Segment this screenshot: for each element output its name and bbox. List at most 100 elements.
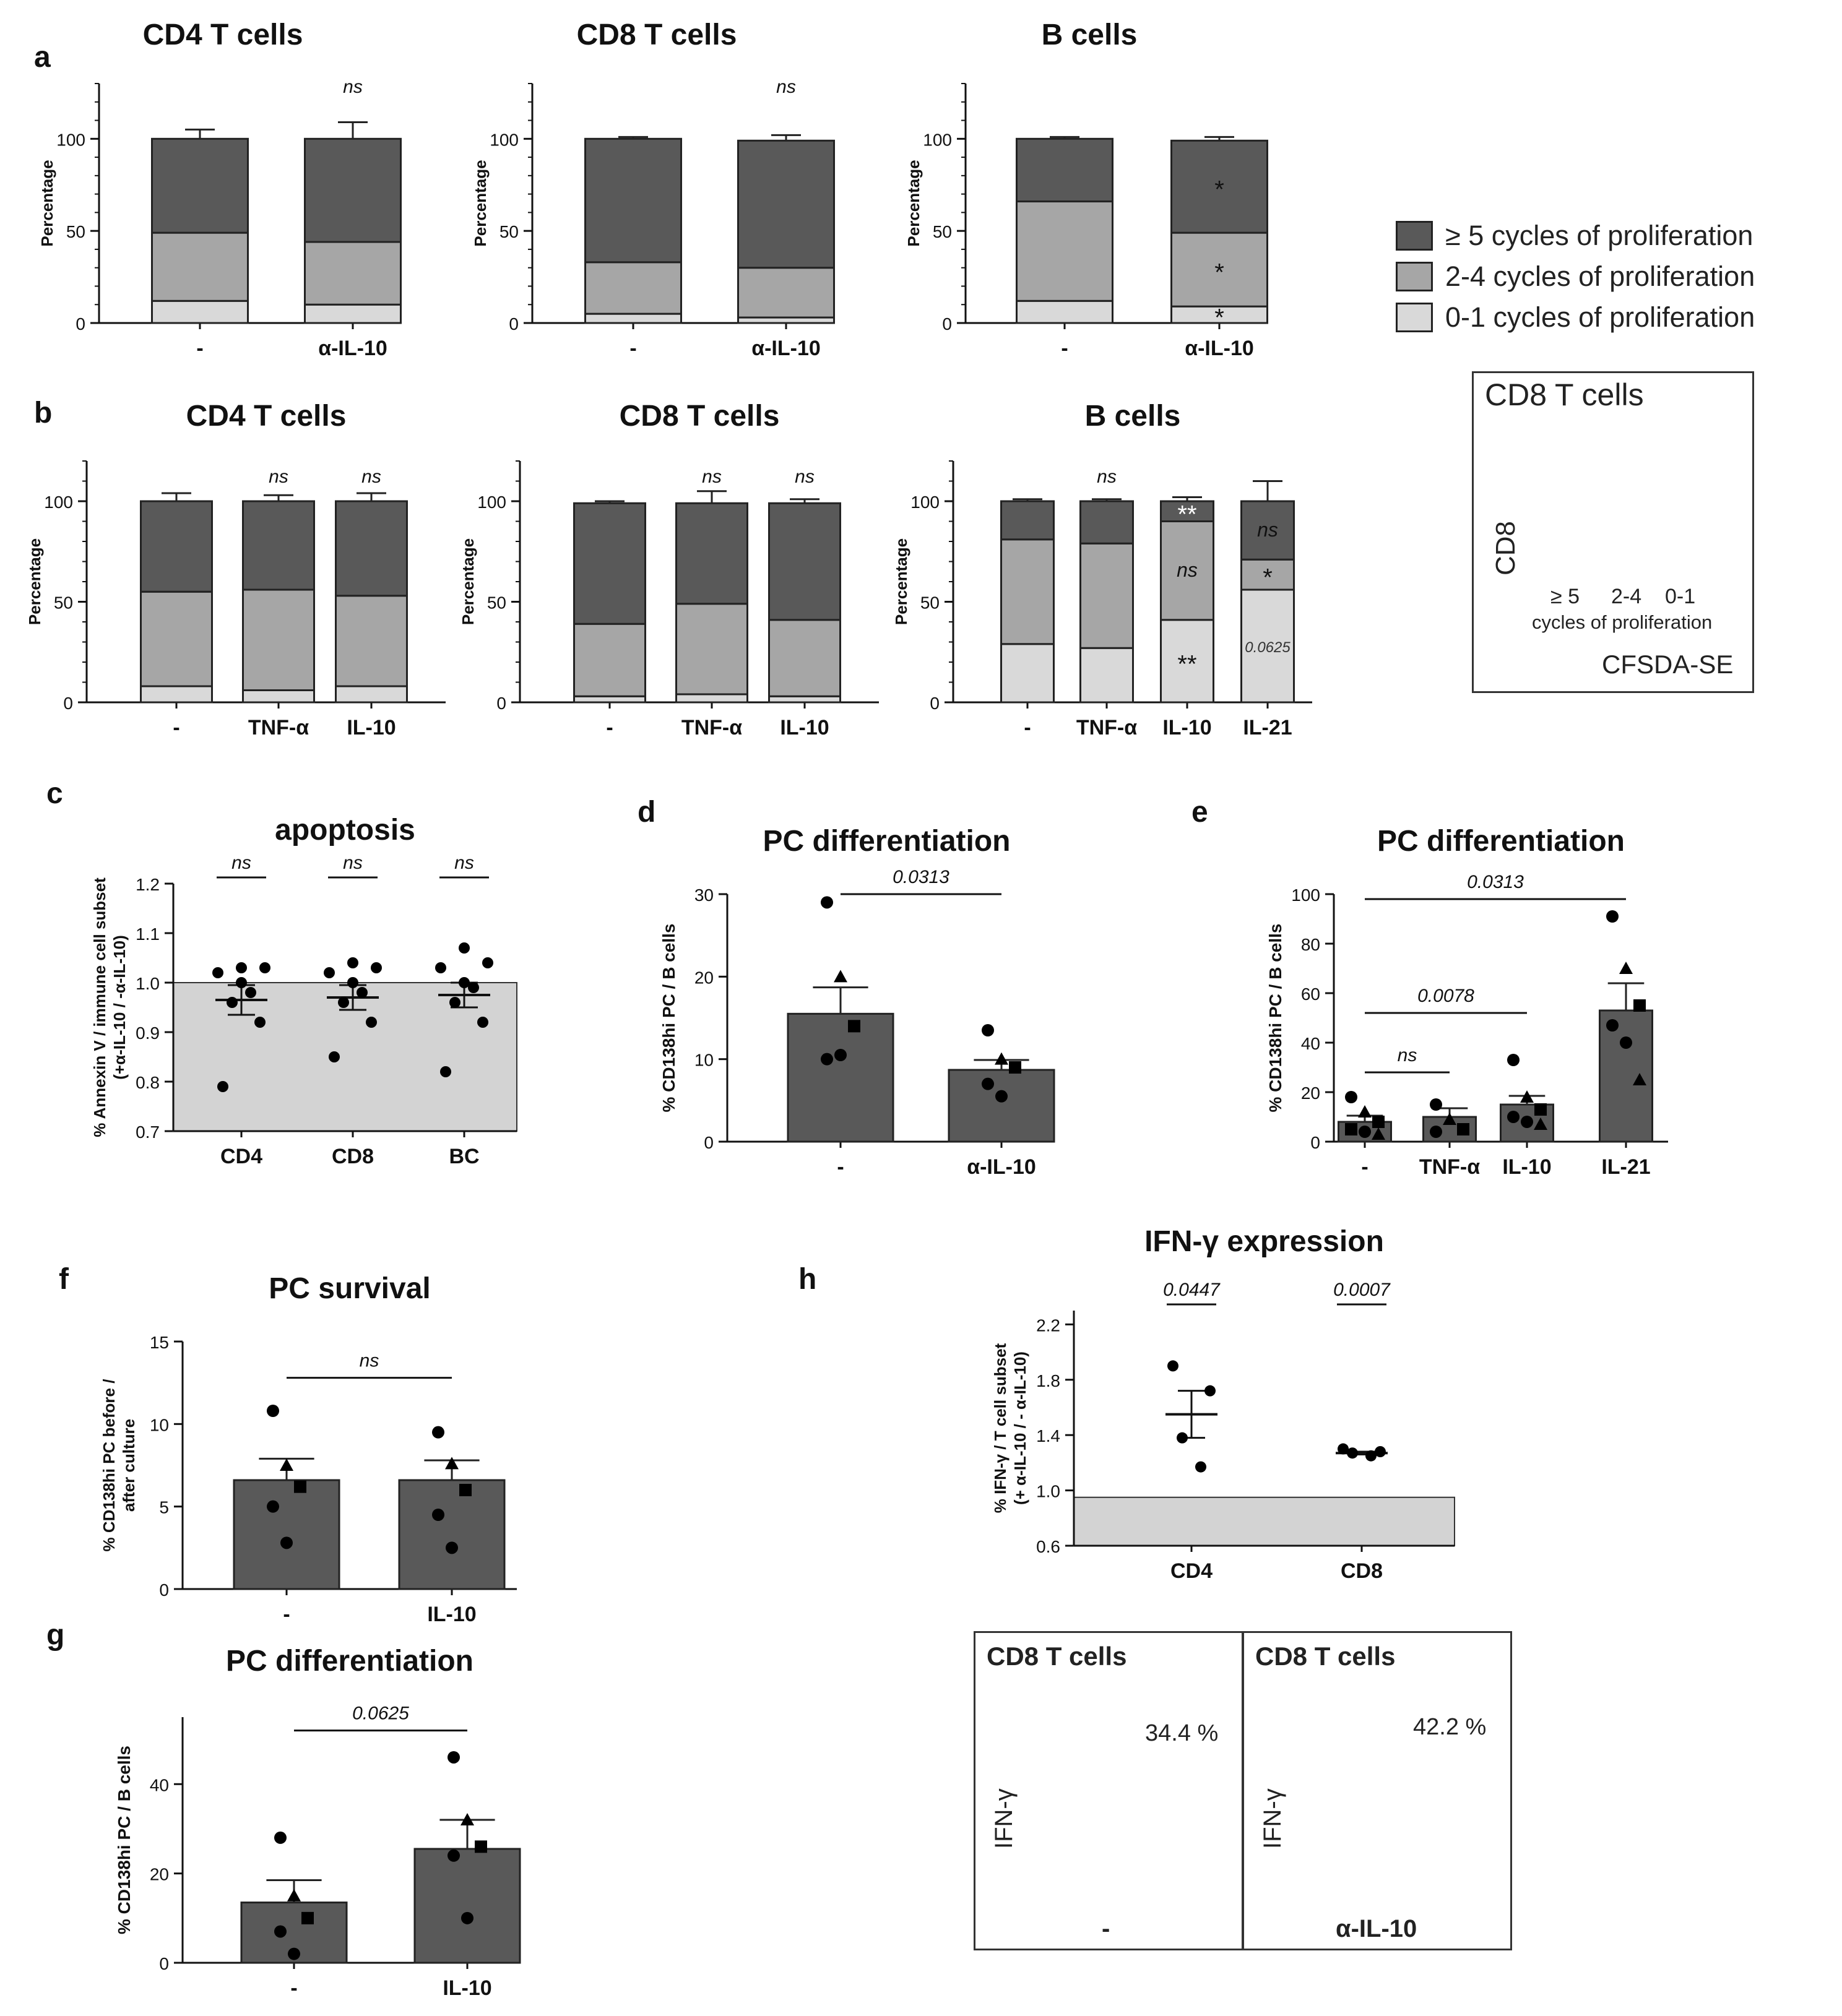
data-point bbox=[267, 1405, 279, 1417]
chart-b1: 0 50 100 CD4 T cells Percentage - TNF-α IL-10 ns… bbox=[25, 400, 446, 739]
y-axis-label: % IFN-γ / T cell subset bbox=[991, 1343, 1010, 1513]
data-point bbox=[1430, 1098, 1442, 1111]
flow-plot-title: CD8 T cells bbox=[1485, 377, 1644, 412]
data-point bbox=[1620, 1036, 1632, 1049]
data-point bbox=[280, 1536, 293, 1549]
x-tick-label: IL-21 bbox=[1601, 1155, 1650, 1179]
y-tick-label: 100 bbox=[910, 493, 940, 512]
gate-label-0to1: 0-1 bbox=[1665, 585, 1696, 608]
legend-label: 0-1 cycles of proliferation bbox=[1445, 301, 1755, 333]
bar-segment bbox=[1016, 200, 1113, 302]
y-tick-label: 40 bbox=[150, 1775, 169, 1794]
data-point bbox=[446, 1541, 458, 1554]
y-tick-label: 20 bbox=[1301, 1083, 1320, 1103]
significance-label: 0.0313 bbox=[893, 867, 949, 887]
y-tick-label: 20 bbox=[694, 968, 714, 987]
data-point bbox=[459, 942, 470, 954]
y-axis-label: Percentage bbox=[904, 160, 923, 246]
x-tick-label: TNF-α bbox=[1419, 1155, 1480, 1179]
data-point bbox=[449, 997, 460, 1008]
bar-segment bbox=[1016, 299, 1113, 324]
panel-letter-b: b bbox=[34, 397, 53, 429]
y-tick-label: 0.8 bbox=[136, 1073, 160, 1092]
data-point bbox=[995, 1090, 1008, 1103]
gate-caption: cycles of proliferation bbox=[1532, 611, 1713, 633]
flow-plot-title: CD8 T cells bbox=[1255, 1642, 1396, 1671]
significance-label: ns bbox=[343, 853, 363, 873]
flow-y-axis-label: IFN-γ bbox=[1259, 1788, 1286, 1849]
y-tick-label: 1.2 bbox=[136, 875, 160, 894]
data-point bbox=[445, 1457, 459, 1470]
significance-label: 0.0007 bbox=[1333, 1280, 1391, 1300]
bar-segment bbox=[1079, 542, 1134, 649]
data-point bbox=[432, 1426, 444, 1439]
data-point bbox=[287, 1889, 301, 1902]
x-tick-label: α-IL-10 bbox=[318, 337, 387, 360]
chart-title: IFN-γ expression bbox=[1144, 1225, 1384, 1258]
bar-segment bbox=[1170, 139, 1268, 234]
bar-segment bbox=[140, 500, 213, 593]
x-tick-label: IL-10 bbox=[427, 1603, 476, 1626]
reference-shade bbox=[1073, 1496, 1455, 1546]
data-point bbox=[267, 1500, 279, 1513]
bar bbox=[233, 1479, 340, 1590]
y-axis-label: % CD138hi PC before / bbox=[100, 1379, 118, 1552]
x-tick-label: - bbox=[629, 337, 636, 360]
significance-label: ns bbox=[1398, 1045, 1417, 1066]
data-point bbox=[1457, 1123, 1469, 1135]
data-point bbox=[1534, 1103, 1547, 1116]
y-tick-label: 50 bbox=[66, 222, 85, 241]
y-tick-label: 50 bbox=[487, 593, 506, 613]
bar-segment bbox=[1000, 538, 1055, 645]
significance-label: ns bbox=[1097, 467, 1117, 487]
data-point bbox=[347, 977, 358, 988]
data-point bbox=[435, 962, 446, 973]
y-tick-label: 0 bbox=[76, 314, 85, 334]
data-point bbox=[227, 997, 238, 1008]
gate-percent: 42.2 % bbox=[1413, 1714, 1487, 1740]
significance-label: 0.0078 bbox=[1417, 986, 1474, 1006]
y-tick-label: 1.4 bbox=[1036, 1426, 1060, 1445]
data-point bbox=[1507, 1111, 1520, 1123]
legend-item: 0-1 cycles of proliferation bbox=[1396, 297, 1755, 338]
panel-letter-a: a bbox=[34, 41, 51, 74]
data-point bbox=[1345, 1091, 1357, 1103]
data-point bbox=[212, 967, 223, 978]
chart-c: 0.7 0.8 0.9 1.0 1.1 1.2 apoptosis % Annexin V /… bbox=[90, 814, 517, 1168]
bar bbox=[787, 1012, 894, 1143]
y-tick-label: 100 bbox=[477, 493, 506, 512]
x-tick-label: BC bbox=[449, 1145, 479, 1168]
x-tick-label: IL-21 bbox=[1243, 716, 1292, 739]
data-point bbox=[254, 1017, 266, 1028]
y-tick-label: 0.7 bbox=[136, 1122, 160, 1142]
bar-segment bbox=[675, 693, 748, 704]
y-axis-label: Percentage bbox=[25, 538, 44, 625]
bar-segment bbox=[242, 588, 315, 691]
x-tick-label: α-IL-10 bbox=[967, 1155, 1036, 1179]
segment-mark: 0.0625 bbox=[1245, 639, 1291, 656]
gate-percent: 34.4 % bbox=[1145, 1720, 1219, 1746]
bar-segment bbox=[737, 139, 835, 269]
chart-h: 0.6 1.0 1.4 1.8 2.2 IFN-γ expression % IFN-γ /… bbox=[991, 1225, 1455, 1583]
data-point bbox=[245, 987, 256, 998]
data-point bbox=[217, 1081, 228, 1092]
data-point bbox=[1338, 1443, 1349, 1455]
y-tick-label: 5 bbox=[159, 1498, 169, 1517]
x-tick-label: IL-10 bbox=[347, 716, 396, 739]
legend-swatch-light bbox=[1396, 303, 1433, 332]
data-point bbox=[1633, 999, 1646, 1012]
flow-plot-ifng-anti-il10: CD8 T cells bbox=[1242, 1631, 1512, 1950]
y-tick-label: 15 bbox=[150, 1333, 169, 1352]
data-point bbox=[280, 1458, 293, 1471]
data-point bbox=[357, 987, 368, 998]
bar-segment bbox=[584, 312, 682, 324]
proliferation-legend: ≥ 5 cycles of proliferation 2-4 cycles o… bbox=[1396, 215, 1755, 338]
flow-condition-label: - bbox=[1102, 1915, 1110, 1942]
data-point bbox=[982, 1024, 994, 1036]
data-point bbox=[459, 1484, 472, 1496]
significance-label: ns bbox=[231, 853, 251, 873]
chart-title: CD8 T cells bbox=[620, 400, 780, 433]
chart-a2: 0 50 100 CD8 T cells Percentage - α-IL-10 ns bbox=[471, 19, 835, 360]
data-point bbox=[1430, 1126, 1442, 1138]
bar-segment bbox=[151, 231, 249, 302]
